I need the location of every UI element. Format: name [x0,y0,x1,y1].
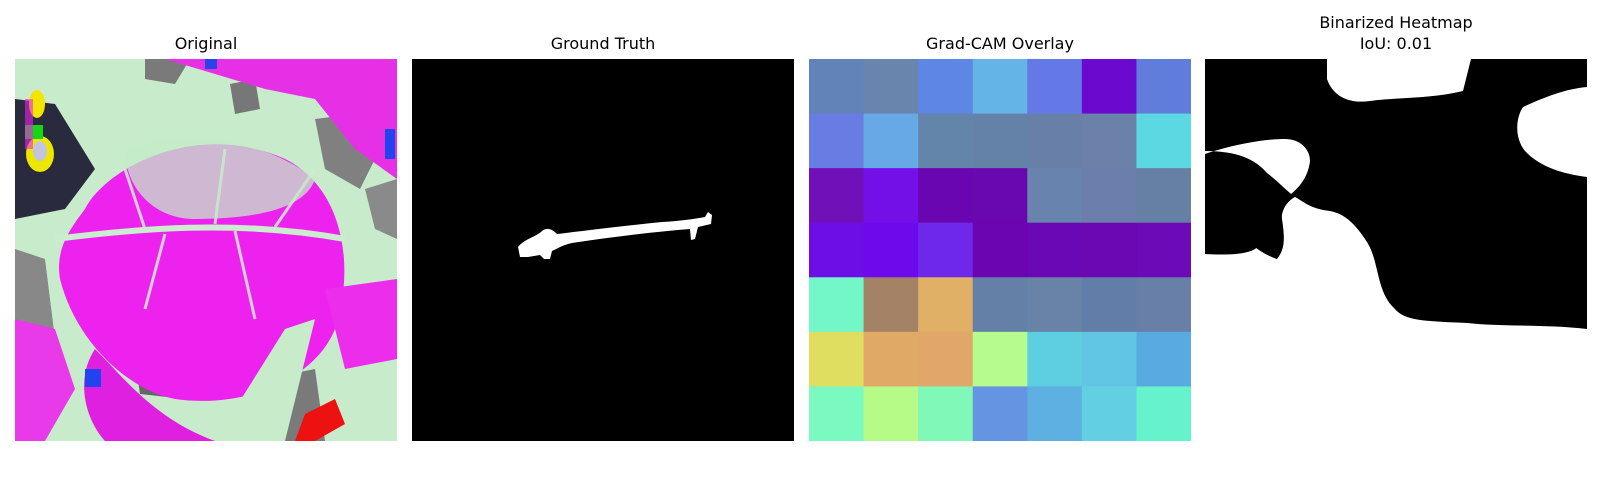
gradcam-cell [972,277,1028,333]
gradcam-cell [809,222,865,278]
gradcam-cell [1081,168,1137,224]
gradcam-cell [972,331,1028,387]
gradcam-cell [863,59,919,115]
gradcam-cell [809,386,865,441]
gradcam-cell [918,331,974,387]
gradcam-cell [1136,277,1191,333]
gradcam-cell [1081,222,1137,278]
ground-truth-mask [412,59,794,441]
gradcam-cell [863,168,919,224]
gradcam-cell [1136,168,1191,224]
gradcam-cell [863,331,919,387]
gradcam-cell [1081,59,1137,115]
gradcam-cell [972,168,1028,224]
binarized-heatmap-title: Binarized Heatmap [1319,13,1473,32]
gradcam-cell [1081,113,1137,169]
gradcam-cell [809,331,865,387]
gradcam-cell [863,113,919,169]
original-image [15,59,397,441]
gradcam-cell [809,168,865,224]
gradcam-cell [1136,386,1191,441]
gradcam-cell [918,113,974,169]
iou-score-label: IoU: 0.01 [1359,34,1433,53]
gradcam-cell [1136,113,1191,169]
gradcam-cell [972,59,1028,115]
gradcam-cell [809,113,865,169]
gradcam-cell [863,386,919,441]
gradcam-cell [809,277,865,333]
gradcam-cell [918,386,974,441]
gradcam-overlay [809,59,1191,441]
gradcam-cell [972,222,1028,278]
gradcam-cell [1081,386,1137,441]
gradcam-cell [1027,168,1083,224]
binarized-heatmap [1205,59,1587,441]
gradcam-cell [918,168,974,224]
original-title: Original [174,34,238,53]
gradcam-cell [1081,331,1137,387]
gradcam-cell [1136,59,1191,115]
gradcam-cell [863,222,919,278]
gradcam-cell [918,222,974,278]
lesion-mask-shape [518,212,712,259]
gradcam-cell [1136,222,1191,278]
gradcam-cell [1027,113,1083,169]
gradcam-cell [1027,331,1083,387]
gradcam-cell [1027,222,1083,278]
gradcam-cell [972,113,1028,169]
gradcam-cell [918,277,974,333]
gradcam-cell [1081,277,1137,333]
gradcam-cell [918,59,974,115]
gradcam-cell [1136,331,1191,387]
gradcam-cell [809,59,865,115]
gradcam-cell [863,277,919,333]
gradcam-cell [972,386,1028,441]
gradcam-cell [1027,277,1083,333]
gradcam-overlay-title: Grad-CAM Overlay [926,34,1074,53]
ground-truth-title: Ground Truth [550,34,656,53]
binarized-region-shape [1205,59,1587,329]
gradcam-cell [1027,386,1083,441]
gradcam-cell [1027,59,1083,115]
